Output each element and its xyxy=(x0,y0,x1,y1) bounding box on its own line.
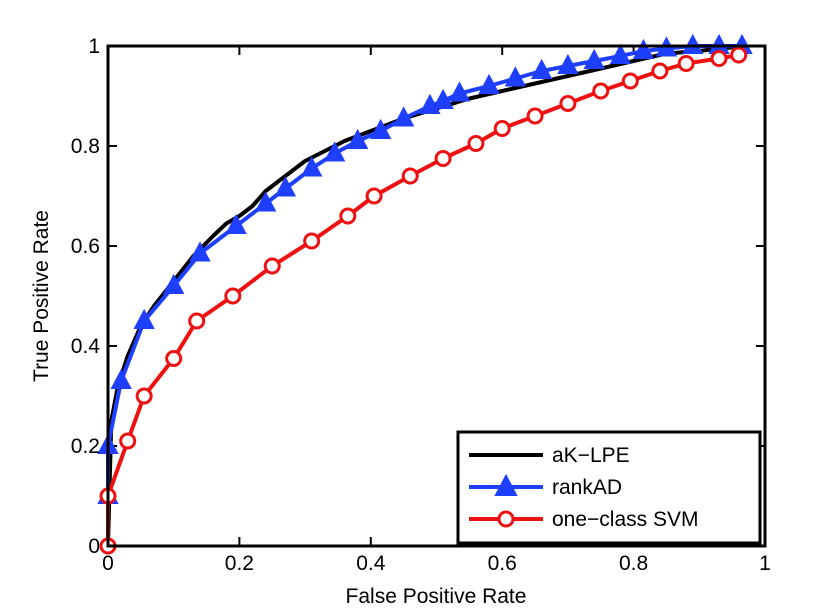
data-point xyxy=(730,46,748,64)
data-point xyxy=(119,432,137,450)
data-point xyxy=(189,241,211,262)
series-line-ak-lpe xyxy=(106,44,746,547)
data-point xyxy=(583,48,605,69)
y-tick-label: 1 xyxy=(88,35,100,58)
data-point xyxy=(301,156,323,177)
data-point xyxy=(188,312,206,330)
data-point xyxy=(448,81,471,102)
data-point xyxy=(110,368,132,389)
data-point xyxy=(710,50,728,67)
x-tick-label: 0.6 xyxy=(488,552,517,575)
data-point xyxy=(263,257,281,275)
series-line-rankad xyxy=(106,44,742,496)
legend-item-ak-lpe: aK−LPE xyxy=(469,444,630,467)
data-point xyxy=(434,150,452,167)
y-tick-label: 0.6 xyxy=(71,235,100,258)
y-tick-label: 0.8 xyxy=(71,135,100,158)
data-point xyxy=(274,176,297,197)
data-point xyxy=(530,58,553,79)
data-point xyxy=(392,106,415,127)
data-point xyxy=(651,62,669,80)
data-point xyxy=(401,167,419,185)
data-point xyxy=(165,350,183,367)
data-point xyxy=(163,273,185,294)
legend-item-rankad: rankAD xyxy=(469,473,622,499)
data-point xyxy=(324,141,346,162)
y-axis-title: True Positive Rate xyxy=(30,210,53,382)
legend-marker-circle-icon xyxy=(497,510,515,528)
x-axis-title: False Positive Rate xyxy=(346,585,527,608)
x-tick-label: 0.8 xyxy=(619,552,648,575)
series-ak-lpe xyxy=(106,44,746,547)
data-point xyxy=(557,53,579,74)
legend-label-one-class-svm: one−class SVM xyxy=(552,508,699,531)
series-layer xyxy=(97,33,753,555)
y-tick-label: 0.4 xyxy=(71,335,101,358)
data-point xyxy=(493,120,511,137)
data-point xyxy=(478,73,500,94)
data-point xyxy=(592,82,610,100)
data-point xyxy=(632,38,655,59)
data-point xyxy=(225,213,247,234)
x-tick-label: 0.4 xyxy=(356,552,386,575)
data-point xyxy=(365,187,383,205)
data-point xyxy=(255,191,277,212)
legend-item-one-class-svm: one−class SVM xyxy=(469,508,699,531)
data-point xyxy=(677,55,695,72)
data-point xyxy=(135,387,153,405)
legend-label-ak-lpe: aK−LPE xyxy=(552,444,630,467)
data-point xyxy=(526,107,544,125)
data-point xyxy=(432,88,454,109)
data-point xyxy=(504,66,527,87)
x-tick-label: 1 xyxy=(759,552,771,575)
data-point xyxy=(303,232,321,250)
legend-marker-triangle-icon xyxy=(494,473,518,496)
data-point xyxy=(467,135,485,152)
data-point xyxy=(559,95,577,112)
y-tick-label: 0.2 xyxy=(71,435,100,458)
plot-frame xyxy=(106,44,767,548)
data-point xyxy=(346,128,369,149)
tick-labels-layer: 0 0.2 0.4 0.6 0.8 1 0 0.2 0.4 0.6 0.8 1 xyxy=(71,35,771,575)
data-point xyxy=(621,72,639,90)
legend-label-rankad: rankAD xyxy=(552,476,622,499)
x-tick-label: 0.2 xyxy=(225,552,254,575)
series-one-class-svm xyxy=(99,46,748,555)
data-point xyxy=(133,308,155,329)
y-tick-label: 0 xyxy=(88,535,100,558)
data-point xyxy=(609,43,632,64)
data-point xyxy=(339,207,357,225)
legend: aK−LPE rankAD one−class SVM xyxy=(456,430,762,545)
data-point xyxy=(369,118,392,139)
x-tick-label: 0 xyxy=(102,552,114,575)
data-point xyxy=(224,287,242,305)
